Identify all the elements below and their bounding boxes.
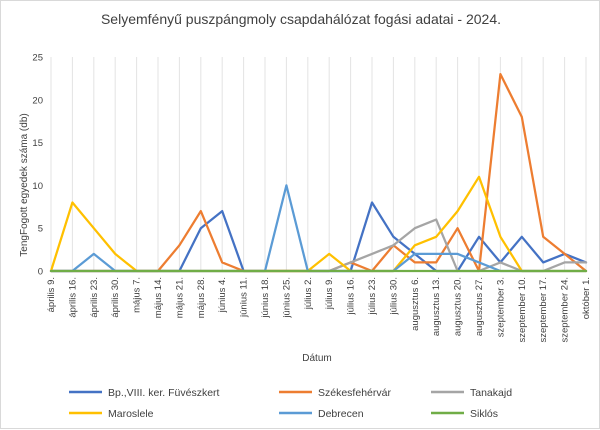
x-tick-label: május 7. bbox=[132, 277, 143, 313]
x-tick-label: július 30. bbox=[388, 277, 399, 316]
x-tick-label: szeptember 24. bbox=[560, 277, 571, 342]
x-tick-label: április 23. bbox=[89, 277, 100, 318]
series-line bbox=[49, 72, 588, 273]
x-tick-label: május 28. bbox=[196, 277, 207, 318]
x-tick-label: augusztus 6. bbox=[410, 277, 421, 331]
y-tick-label: 5 bbox=[38, 224, 43, 235]
x-tick-label: július 2. bbox=[303, 277, 314, 310]
y-tick-label: 10 bbox=[32, 181, 43, 192]
legend-label: Siklós bbox=[470, 408, 498, 420]
x-tick-label: augusztus 13. bbox=[431, 277, 442, 336]
x-tick-label: augusztus 27. bbox=[474, 277, 485, 336]
legend: Bp.,VIII. ker. Füvészkert Székesfehérvár T… bbox=[69, 387, 512, 420]
legend-label: Debrecen bbox=[318, 408, 364, 420]
legend-label: Maroslele bbox=[108, 408, 154, 420]
series-line bbox=[49, 201, 588, 273]
y-tick-label: 20 bbox=[32, 95, 43, 106]
x-tick-label: szeptember 10. bbox=[517, 277, 528, 342]
x-tick-label: augusztus 20. bbox=[453, 277, 464, 336]
x-tick-label: június 18. bbox=[260, 277, 271, 319]
x-tick-label: július 23. bbox=[367, 277, 378, 316]
x-tick-label: június 4. bbox=[217, 277, 228, 313]
series-layer bbox=[49, 72, 588, 273]
x-tick-label: október 1. bbox=[581, 277, 592, 319]
x-tick-label: április 30. bbox=[110, 277, 121, 318]
x-tick-label: június 25. bbox=[281, 277, 292, 319]
chart-title: Selyemfényű puszpángmoly csapdahálózat f… bbox=[101, 11, 501, 27]
legend-label: Székesfehérvár bbox=[318, 387, 391, 399]
x-tick-label: április 16. bbox=[67, 277, 78, 318]
legend-label: Bp.,VIII. ker. Füvészkert bbox=[108, 387, 220, 399]
x-tick-label: május 14. bbox=[153, 277, 164, 318]
y-axis-label: TengFogott egyedek száma (db) bbox=[19, 113, 30, 256]
x-tick-label: szeptember 17. bbox=[538, 277, 549, 342]
axis-layer: 0 5 10 15 20 25 április 9. április 16. április 2… bbox=[32, 53, 592, 343]
x-tick-label: július 16. bbox=[346, 277, 357, 316]
grid-layer bbox=[50, 57, 587, 271]
legend-label: Tanakajd bbox=[470, 387, 512, 399]
x-tick-label: július 9. bbox=[324, 277, 335, 310]
y-tick-label: 25 bbox=[32, 53, 43, 64]
x-tick-label: szeptember 3. bbox=[495, 277, 506, 337]
x-axis-label: Dátum bbox=[302, 353, 331, 364]
y-tick-label: 15 bbox=[32, 138, 43, 149]
x-tick-label: június 11. bbox=[239, 277, 250, 318]
x-tick-label: április 9. bbox=[46, 277, 57, 312]
x-tick-label: május 21. bbox=[174, 277, 185, 318]
series-line bbox=[49, 184, 588, 273]
y-tick-label: 0 bbox=[38, 267, 43, 278]
